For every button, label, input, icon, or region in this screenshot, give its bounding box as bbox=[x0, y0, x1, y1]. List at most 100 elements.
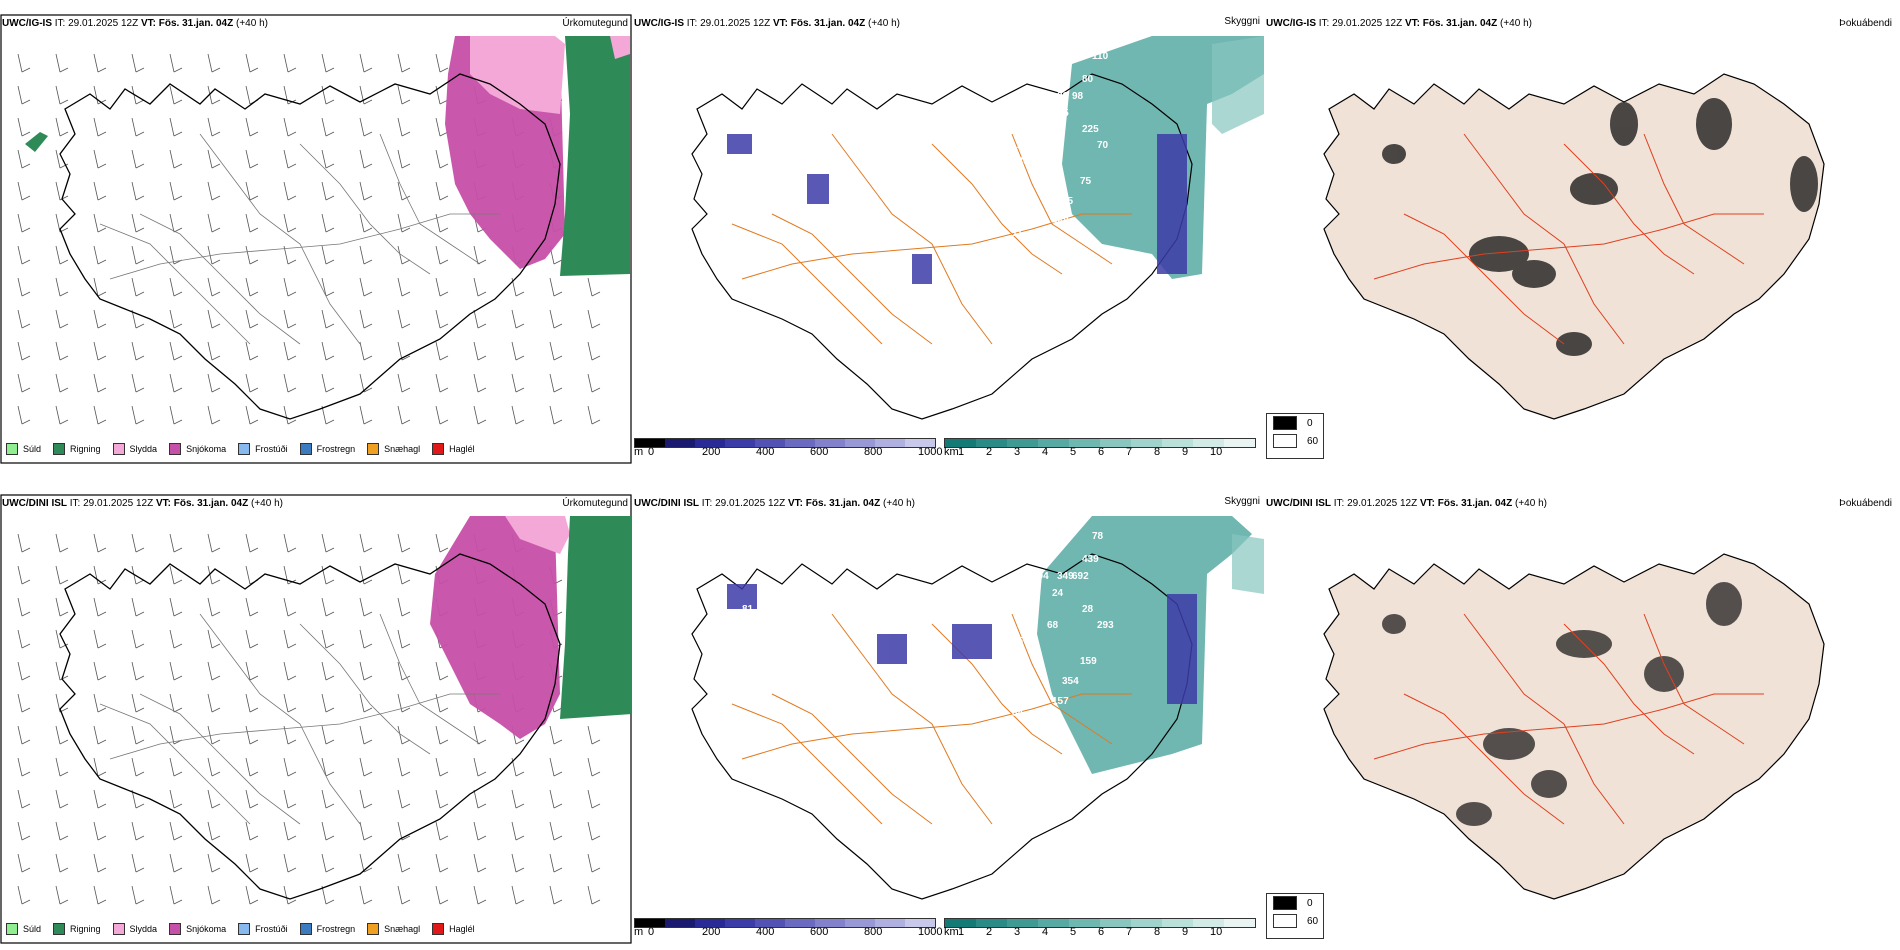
wind-barb bbox=[435, 821, 449, 841]
wind-barb bbox=[55, 757, 69, 777]
wind-barb bbox=[245, 629, 259, 649]
wind-barb bbox=[511, 853, 525, 873]
wind-barb bbox=[131, 213, 145, 233]
wind-barb bbox=[283, 629, 297, 649]
wind-barb bbox=[549, 309, 563, 329]
wind-barb bbox=[55, 565, 69, 585]
colorbar-step bbox=[725, 439, 755, 447]
wind-barb bbox=[207, 245, 221, 265]
legend-label: Frostregn bbox=[316, 444, 356, 454]
wind-barb bbox=[397, 341, 411, 361]
road-network-1 bbox=[99, 133, 500, 345]
precip-map-2 bbox=[0, 494, 632, 944]
wind-barb bbox=[321, 693, 335, 713]
cloud-base-label: 294 bbox=[1027, 68, 1044, 79]
wind-barb bbox=[131, 853, 145, 873]
wind-barb bbox=[321, 725, 335, 745]
legend-swatch bbox=[367, 443, 380, 455]
colorbar-step bbox=[1224, 919, 1255, 927]
colorbar-step bbox=[1100, 439, 1131, 447]
wind-barb bbox=[207, 277, 221, 297]
visibility-labels-1: km 1 2 3 4 5 6 7 8 9 10 bbox=[944, 446, 1254, 460]
cloud-base-label: 159 bbox=[1080, 656, 1097, 667]
wind-barb bbox=[473, 405, 487, 425]
wind-barb bbox=[17, 661, 31, 681]
wind-barb bbox=[207, 565, 221, 585]
wind-barb bbox=[549, 885, 563, 905]
sleet-corner-1 bbox=[610, 36, 630, 59]
wind-barb bbox=[169, 405, 183, 425]
wind-barb bbox=[321, 53, 335, 73]
wind-barb bbox=[359, 245, 373, 265]
wind-barb bbox=[587, 853, 601, 873]
wind-barb bbox=[207, 725, 221, 745]
wind-barb bbox=[169, 53, 183, 73]
wind-barb bbox=[435, 757, 449, 777]
panel-header: UWC/DINI ISL IT: 29.01.2025 12Z VT: Fös.… bbox=[1266, 498, 1547, 509]
wind-barb bbox=[511, 405, 525, 425]
wind-barb bbox=[55, 85, 69, 105]
wind-barb bbox=[359, 853, 373, 873]
scale-tick-label: 9 bbox=[1182, 926, 1189, 938]
wind-barb bbox=[283, 53, 297, 73]
wind-barb bbox=[359, 789, 373, 809]
wind-barb bbox=[93, 629, 107, 649]
wind-barb bbox=[169, 373, 183, 393]
wind-barb bbox=[321, 341, 335, 361]
legend-item: Haglél bbox=[432, 923, 475, 935]
wind-barb bbox=[55, 725, 69, 745]
legend-item: Snjókoma bbox=[169, 443, 226, 455]
rain-area-1 bbox=[560, 36, 630, 276]
scale-tick-label: 1000 bbox=[918, 446, 943, 458]
wind-barb bbox=[93, 341, 107, 361]
wind-barb bbox=[245, 309, 259, 329]
legend-item: Frostregn bbox=[299, 443, 356, 455]
panel-header: UWC/IG-IS IT: 29.01.2025 12Z VT: Fös. 31… bbox=[1266, 18, 1532, 29]
colorbar-step bbox=[1038, 439, 1069, 447]
wind-barb bbox=[207, 597, 221, 617]
cloud-base-label: 24 bbox=[1052, 588, 1064, 599]
cloud-base-label: 275 bbox=[1052, 108, 1069, 119]
cloud-base-label: 98 bbox=[1072, 91, 1084, 102]
wind-barb bbox=[359, 53, 373, 73]
colorbar-step bbox=[1007, 919, 1038, 927]
wind-barb bbox=[245, 405, 259, 425]
scale-tick-label: 8 bbox=[1154, 446, 1161, 458]
wind-barb bbox=[93, 85, 107, 105]
wind-barb bbox=[17, 309, 31, 329]
cloud-base-label: 278 bbox=[1012, 124, 1029, 135]
wind-barb bbox=[549, 405, 563, 425]
colorbar-step bbox=[1193, 439, 1224, 447]
wind-barb bbox=[283, 405, 297, 425]
wind-barb bbox=[131, 693, 145, 713]
scale-tick-label: 3 bbox=[1014, 926, 1021, 938]
wind-barb bbox=[169, 85, 183, 105]
colorbar-step bbox=[665, 439, 695, 447]
wind-barb bbox=[17, 693, 31, 713]
wind-barb bbox=[359, 725, 373, 745]
wind-barb bbox=[17, 85, 31, 105]
wind-barb bbox=[245, 373, 259, 393]
wind-barb bbox=[397, 757, 411, 777]
cloud-base-label: 297 bbox=[1027, 51, 1044, 62]
colorbar-step bbox=[755, 919, 785, 927]
wind-barb bbox=[17, 245, 31, 265]
wind-barb bbox=[321, 181, 335, 201]
scale-tick-label: 6 bbox=[1098, 926, 1105, 938]
wind-barb bbox=[397, 853, 411, 873]
precip-legend-1: Súld Rigning Slydda Snjókoma Frostúði Frostre… bbox=[0, 438, 481, 460]
cloud-base-colorbar-1 bbox=[634, 438, 936, 448]
scale-tick-label: 6 bbox=[1098, 446, 1105, 458]
wind-barb bbox=[93, 245, 107, 265]
legend-swatch bbox=[6, 443, 18, 455]
wind-barb bbox=[17, 277, 31, 297]
legend-label: Frostúði bbox=[255, 444, 288, 454]
wind-barb bbox=[321, 597, 335, 617]
wind-barb bbox=[549, 277, 563, 297]
wind-barb bbox=[511, 821, 525, 841]
scale-tick-label: 1000 bbox=[918, 926, 943, 938]
colorbar-step bbox=[665, 919, 695, 927]
cloud-base-label: 43 bbox=[772, 196, 784, 207]
wind-barb bbox=[283, 117, 297, 137]
legend-label: Snæhagl bbox=[384, 924, 421, 934]
